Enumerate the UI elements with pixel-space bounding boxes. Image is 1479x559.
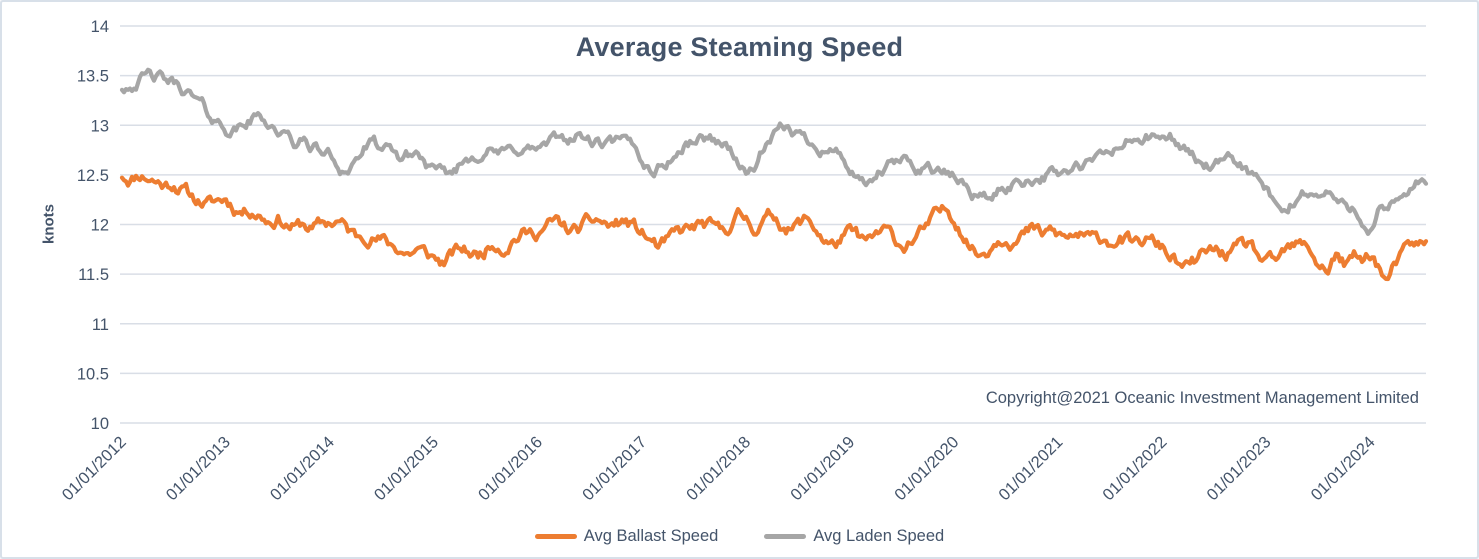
chart-legend: Avg Ballast Speed Avg Laden Speed bbox=[2, 527, 1477, 546]
svg-text:11.5: 11.5 bbox=[78, 266, 109, 284]
series-line-avg-laden-speed bbox=[119, 67, 1429, 236]
y-axis-tick-labels: 10 10.5 11 11.5 12 12.5 13 13.5 14 bbox=[77, 18, 109, 433]
svg-text:01/01/2012: 01/01/2012 bbox=[59, 433, 130, 504]
svg-text:01/01/2015: 01/01/2015 bbox=[371, 433, 442, 504]
legend-label-ballast: Avg Ballast Speed bbox=[583, 527, 719, 545]
svg-text:11: 11 bbox=[92, 316, 109, 334]
svg-text:13.5: 13.5 bbox=[77, 68, 109, 86]
gridlines bbox=[120, 25, 1426, 424]
svg-text:01/01/2013: 01/01/2013 bbox=[163, 433, 234, 504]
svg-text:01/01/2021: 01/01/2021 bbox=[995, 433, 1066, 504]
legend-item-ballast: Avg Ballast Speed bbox=[534, 527, 719, 546]
x-axis-tick-labels: 01/01/2012 01/01/2013 01/01/2014 01/01/2015… bbox=[59, 433, 1379, 504]
legend-label-laden: Avg Laden Speed bbox=[813, 527, 945, 545]
svg-text:10.5: 10.5 bbox=[77, 365, 109, 383]
svg-text:13: 13 bbox=[91, 117, 109, 135]
svg-text:01/01/2020: 01/01/2020 bbox=[891, 433, 962, 504]
y-axis-title: knots bbox=[40, 203, 58, 245]
svg-text:01/01/2022: 01/01/2022 bbox=[1099, 433, 1170, 504]
svg-text:10: 10 bbox=[91, 415, 109, 433]
svg-text:12.5: 12.5 bbox=[77, 167, 109, 185]
legend-item-laden: Avg Laden Speed bbox=[764, 527, 944, 546]
svg-text:01/01/2018: 01/01/2018 bbox=[683, 433, 754, 504]
copyright-note: Copyright@2021 Oceanic Investment Manage… bbox=[985, 389, 1419, 407]
svg-text:01/01/2016: 01/01/2016 bbox=[475, 433, 546, 504]
legend-swatch-laden-icon bbox=[764, 534, 807, 539]
svg-text:01/01/2023: 01/01/2023 bbox=[1203, 433, 1274, 504]
legend-swatch-ballast-icon bbox=[534, 534, 577, 539]
svg-text:01/01/2024: 01/01/2024 bbox=[1308, 433, 1379, 504]
svg-text:01/01/2017: 01/01/2017 bbox=[579, 433, 650, 504]
svg-text:14: 14 bbox=[91, 18, 109, 36]
svg-text:01/01/2014: 01/01/2014 bbox=[267, 433, 338, 504]
series-line-avg-ballast-speed bbox=[119, 173, 1429, 282]
chart-title: Average Steaming Speed bbox=[575, 32, 904, 62]
svg-text:01/01/2019: 01/01/2019 bbox=[787, 433, 858, 504]
svg-text:12: 12 bbox=[91, 217, 109, 235]
